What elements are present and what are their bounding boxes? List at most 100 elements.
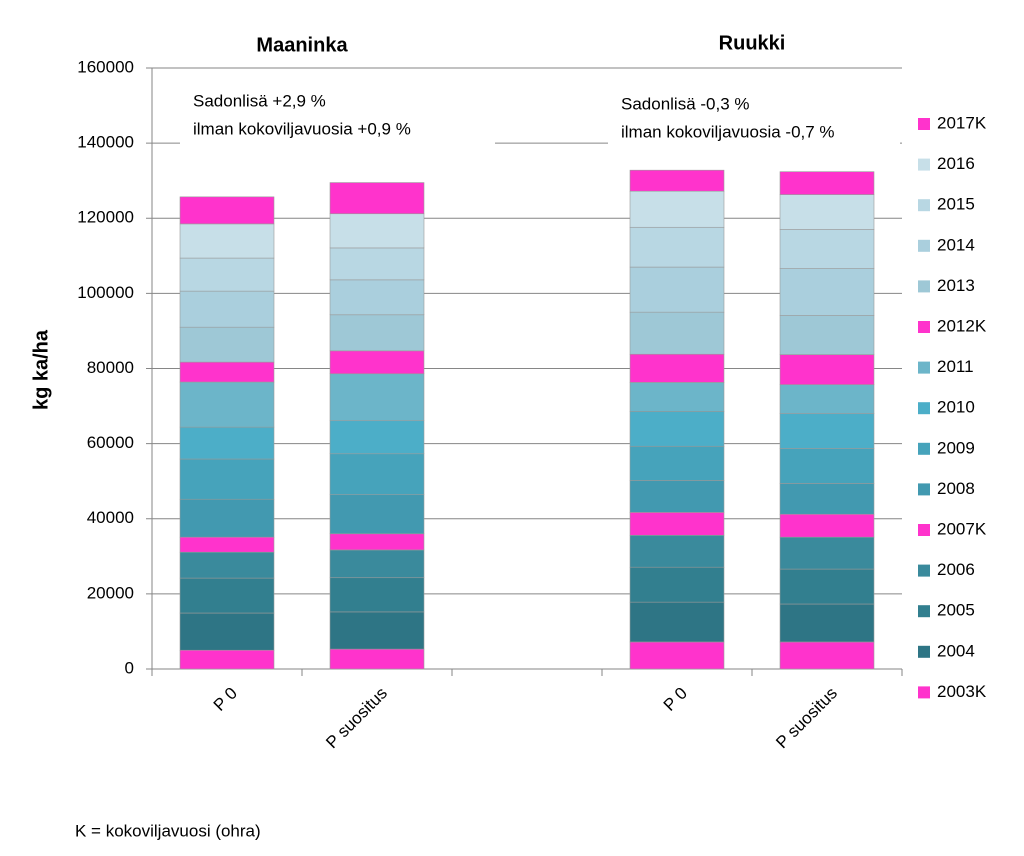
legend-swatch [918,605,930,618]
legend-label: 2003K [937,682,987,701]
bar-segment [329,494,425,535]
bar-segment [179,458,275,500]
legend-swatch [918,321,930,333]
legend-swatch [918,118,930,130]
bar-segment [779,483,875,515]
footnote: K = kokoviljavuosi (ohra) [75,821,261,840]
bar-segment [629,641,725,670]
bar-segment [179,577,275,614]
bar-segment [329,350,425,375]
legend-label: 2006 [937,560,975,579]
bar-segment [179,361,275,383]
legend-swatch [918,564,930,577]
bar-segment [629,190,725,228]
bar-segment [629,534,725,568]
group-label: Ruukki [719,32,786,54]
bar-segment [329,420,425,455]
bar-segment [179,257,275,292]
bar-segment [329,549,425,579]
y-tick-label: 60000 [87,433,134,452]
bar-segment [629,411,725,447]
legend-swatch [918,199,930,212]
bar-segment [179,426,275,460]
bar-segment [629,512,725,536]
bar-segment [779,315,875,355]
bar-segment [179,290,275,328]
bar-segment [779,384,875,414]
legend-label: 2013 [937,276,975,295]
legend-swatch [918,686,930,699]
bar-segment [179,326,275,363]
bar-segment [629,601,725,643]
bar-segment [779,229,875,269]
bar-segment [329,577,425,613]
bar-segment [329,279,425,316]
bar-segment [329,314,425,352]
bar-segment [329,182,425,215]
legend-label: 2008 [937,479,975,498]
legend-swatch [918,239,930,252]
bar-segment [179,536,275,553]
bar-segment [329,453,425,496]
legend-label: 2005 [937,601,975,620]
bar-segment [329,373,425,422]
legend-swatch [918,645,930,658]
legend-label: 2009 [937,438,975,457]
bar-segment [779,448,875,484]
bar-segment [329,648,425,670]
bar-segment [629,169,725,192]
bar-segment [629,226,725,268]
y-axis-label: kg ka/ha [30,329,52,410]
bar-segment [179,223,275,259]
legend-label: 2010 [937,398,975,417]
y-tick-label: 120000 [77,208,134,227]
group-label: Maaninka [256,34,348,56]
annotation: ilman kokoviljavuosia -0,7 % [621,122,835,141]
legend-label: 2007K [937,519,987,538]
bar-segment [779,268,875,316]
bar-segment [779,536,875,570]
bar-segment [779,413,875,449]
y-tick-label: 40000 [87,508,134,527]
annotation: Sadonlisä -0,3 % [621,94,750,113]
annotation: ilman kokoviljavuosia +0,9 % [193,119,411,138]
bar-segment [629,311,725,355]
legend-swatch [918,361,930,374]
legend-label: 2012K [937,316,987,335]
legend-swatch [918,442,930,455]
bar-segment [329,611,425,650]
bar-segment [779,171,875,195]
legend-label: 2011 [937,357,974,376]
bar-segment [779,513,875,538]
bar-segment [329,247,425,281]
legend-swatch [918,158,930,171]
bar-segment [329,533,425,551]
legend-swatch [918,280,930,293]
bar-segment [779,641,875,670]
bar-segment [629,266,725,313]
y-tick-label: 140000 [77,133,134,152]
bar-segment [629,382,725,412]
bar-segment [329,213,425,249]
bar-segment [629,445,725,481]
bar-segment [779,568,875,605]
y-tick-label: 80000 [87,358,134,377]
bar-segment [629,566,725,603]
bar-segment [629,353,725,383]
annotation-box [608,89,900,151]
bar-segment [629,480,725,513]
legend-label: 2015 [937,195,975,214]
legend-label: 2017K [937,113,987,132]
bar-segment [179,649,275,670]
y-tick-label: 20000 [87,583,134,602]
bar-segment [179,612,275,651]
y-tick-label: 100000 [77,283,134,302]
bar-segment [779,354,875,385]
legend-label: 2014 [937,235,975,254]
bar-segment [179,498,275,538]
bar-segment [179,196,275,225]
bar-segment [779,603,875,643]
annotation: Sadonlisä +2,9 % [193,91,326,110]
legend-label: 2004 [937,641,975,660]
